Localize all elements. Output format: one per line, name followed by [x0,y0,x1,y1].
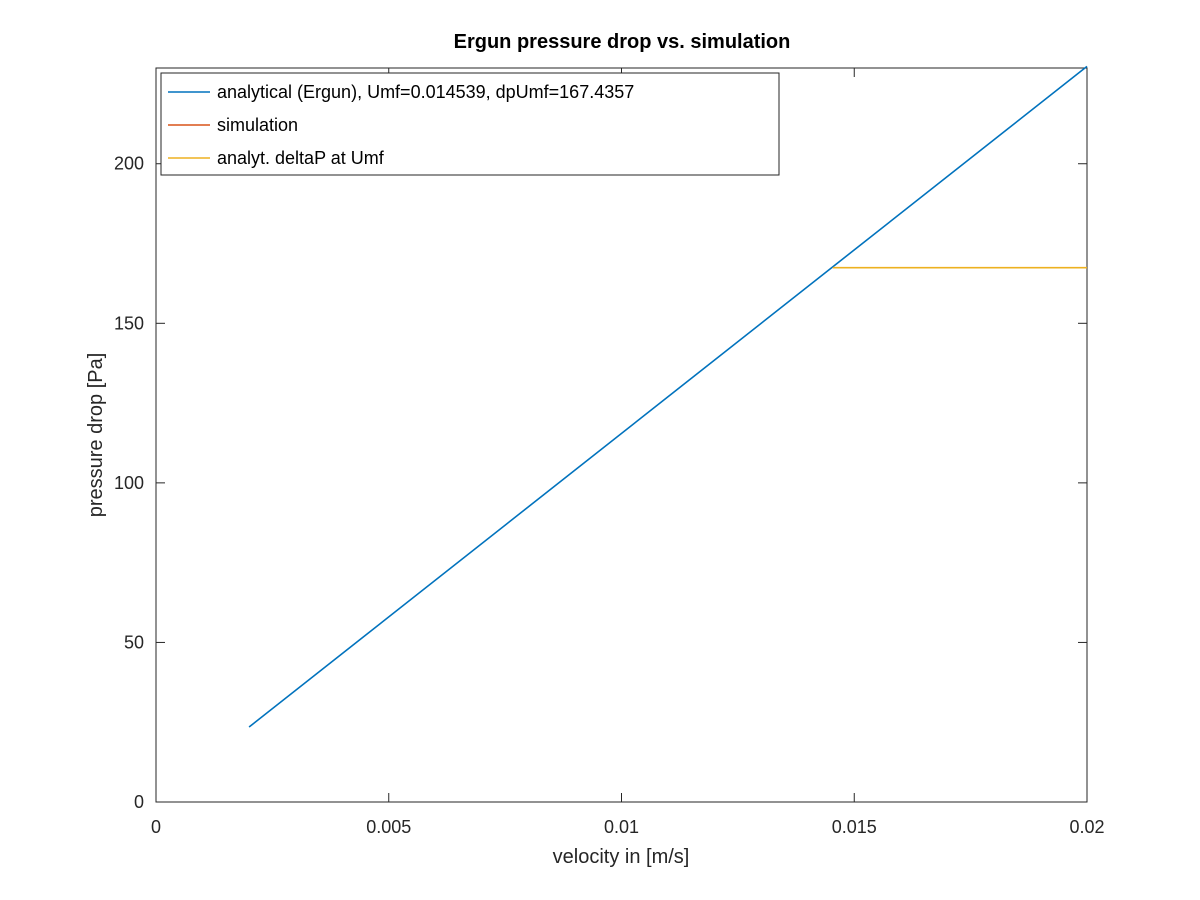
x-tick-label: 0.01 [604,817,639,837]
y-tick-label: 100 [114,473,144,493]
chart-title: Ergun pressure drop vs. simulation [454,31,791,53]
y-tick-label: 200 [114,154,144,174]
x-axis-ticks: 0 0.005 0.01 0.015 0.02 [151,68,1105,837]
x-tick-label: 0.015 [832,817,877,837]
x-tick-label: 0.005 [366,817,411,837]
x-axis-label: velocity in [m/s] [553,846,690,868]
series-layer [248,65,1088,728]
axes-box [155,67,1088,803]
y-axis-label: pressure drop [Pa] [85,353,107,518]
legend-entries: analytical (Ergun), Umf=0.014539, dpUmf=… [168,82,634,168]
y-axis-ticks: 0 50 100 150 200 [114,154,1087,812]
x-tick-label: 0 [151,817,161,837]
legend-label-2: simulation [217,115,298,135]
y-tick-label: 150 [114,313,144,333]
plot-area: 0 0.005 0.01 0.015 0.02 0 50 100 150 200 [114,65,1105,837]
series-line-1 [248,65,1088,728]
legend-box [160,72,780,176]
y-tick-label: 0 [134,792,144,812]
legend-label-3: analyt. deltaP at Umf [217,148,385,168]
y-tick-label: 50 [124,632,144,652]
legend: analytical (Ergun), Umf=0.014539, dpUmf=… [160,72,780,176]
legend-label-1: analytical (Ergun), Umf=0.014539, dpUmf=… [217,82,634,102]
x-tick-label: 0.02 [1069,817,1104,837]
